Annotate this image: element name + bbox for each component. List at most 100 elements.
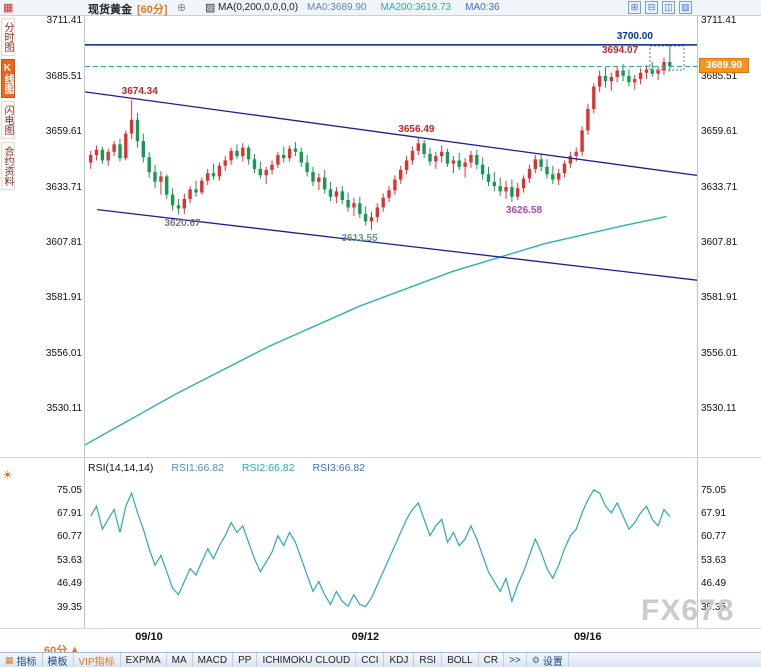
candle-body: [211, 173, 216, 177]
price-annotation: 3620.67: [164, 217, 201, 229]
trendline: [85, 91, 697, 177]
toolbar-item-设置[interactable]: ⚙ 设置: [527, 653, 569, 668]
toolbar-item-ICHIMOKU CLOUD[interactable]: ICHIMOKU CLOUD: [257, 653, 357, 667]
ma200-line: [85, 215, 667, 446]
candle-body: [410, 150, 415, 161]
rsi-legend-entry: RSI3:66.82: [312, 462, 366, 474]
rsi-legend-entry: RSI2:66.82: [241, 462, 295, 474]
ma-value: MA0:3689.90: [307, 2, 367, 13]
candle-body: [486, 174, 491, 182]
toolbar-item-EXPMA[interactable]: EXPMA: [121, 653, 167, 667]
candle-body: [545, 166, 549, 175]
candle-body: [229, 150, 233, 161]
price-axis-label: 3581.91: [45, 292, 82, 304]
candle-body: [258, 168, 262, 176]
candle-body: [323, 177, 327, 190]
window-layout-icon[interactable]: ◫: [662, 1, 675, 14]
candle-body: [592, 86, 596, 110]
period-tag[interactable]: [60分]: [137, 4, 168, 16]
toolbar-item-label: ICHIMOKU CLOUD: [262, 654, 351, 666]
candle-body: [282, 155, 286, 159]
ma-values: MA0:3689.90 MA200:3619.73 MA0:36: [307, 2, 500, 13]
toolbar-item-KDJ[interactable]: KDJ: [384, 653, 415, 667]
toolbar-item->>[interactable]: >>: [504, 653, 527, 667]
candle-body: [533, 159, 537, 169]
candle-body: [293, 148, 298, 152]
time-axis-label: 09/10: [135, 631, 163, 643]
toolbar-item-label: RSI: [419, 654, 437, 666]
candle-body: [241, 147, 245, 157]
candle-body: [206, 173, 210, 181]
candle-body: [217, 165, 222, 177]
price-axis-label: 3530.11: [46, 403, 82, 415]
toolbar-item-label: BOLL: [447, 654, 473, 666]
rsi-legend-entries: RSI1:66.82 RSI2:66.82 RSI3:66.82: [171, 462, 365, 474]
price-axis-label: 3711.41: [701, 15, 737, 27]
toolbar-item-label: >>: [509, 654, 521, 666]
candle-body: [346, 200, 350, 208]
candle-body: [153, 172, 157, 182]
candle-body: [621, 70, 625, 76]
price-axis-label: 3711.41: [46, 15, 82, 27]
price-axis-label: 3607.81: [701, 237, 738, 249]
candle-body: [106, 151, 110, 161]
toolbar-item-MACD[interactable]: MACD: [193, 653, 234, 667]
candle-body: [165, 176, 169, 195]
sidebar-tab-合约资料[interactable]: 合约资料: [1, 142, 15, 190]
candle-body: [129, 119, 134, 134]
candle-body: [381, 197, 385, 208]
candle-body: [182, 198, 186, 209]
window-layout-icon[interactable]: ▥: [679, 1, 692, 14]
toolbar-item-指标[interactable]: ▦ 指标: [0, 653, 43, 668]
toolbar-item-CCI[interactable]: CCI: [356, 653, 385, 667]
candle-body: [504, 187, 508, 192]
candle-body: [568, 156, 573, 164]
toolbar-item-label: 指标: [16, 656, 37, 668]
period-arrow-icon: ▲: [69, 644, 81, 656]
candle-body: [422, 143, 426, 154]
price-annotation: 3694.07: [602, 44, 639, 56]
toolbar-item-RSI[interactable]: RSI: [414, 653, 443, 667]
toolbar-item-label: 模板: [47, 656, 68, 668]
candle-body: [352, 203, 356, 208]
rsi-title: RSI(14,14,14): [88, 462, 154, 474]
candle-body: [276, 155, 280, 165]
toolbar-item-模板[interactable]: 模板: [43, 653, 74, 668]
rsi-settings-icon[interactable]: ☀: [2, 468, 13, 482]
toolbar-item-BOLL[interactable]: BOLL: [442, 653, 479, 667]
toolbar-item-PP[interactable]: PP: [233, 653, 258, 667]
window-layout-icon[interactable]: ⊞: [628, 1, 641, 14]
price-axis-label: 3685.51: [45, 70, 82, 82]
toolbar-item-MA[interactable]: MA: [167, 653, 193, 667]
rsi-axis-label: 39.35: [56, 601, 82, 613]
candle-body: [434, 156, 438, 162]
sidebar-tab-K线图[interactable]: K线图: [1, 59, 15, 98]
price-annotation: 3656.49: [398, 123, 435, 135]
sidebar-tab-闪电图[interactable]: 闪电图: [1, 101, 15, 139]
candle-body: [159, 176, 163, 182]
candle-body: [475, 155, 479, 165]
candle-body: [480, 164, 485, 175]
candle-body: [603, 75, 608, 82]
window-layout-icon[interactable]: ⊟: [645, 1, 658, 14]
candle-body: [521, 178, 526, 189]
time-axis-label: 09/16: [573, 631, 602, 643]
time-axis-label: 09/12: [351, 631, 380, 643]
candle-body: [656, 70, 660, 74]
candle-body: [404, 160, 409, 170]
pane-border-left: [84, 16, 85, 628]
expand-icon[interactable]: ⊕: [177, 2, 187, 14]
price-axis-label: 3556.01: [701, 347, 738, 359]
toolbar-item-label: EXPMA: [125, 654, 161, 666]
current-price-tag: 3689.90: [699, 58, 749, 74]
candle-body: [317, 177, 321, 182]
sidebar-tab-分时图[interactable]: 分时图: [1, 18, 15, 56]
toolbar-item-CR[interactable]: CR: [479, 653, 505, 667]
rsi-chart[interactable]: [85, 480, 697, 628]
ma-settings-icon[interactable]: ▨: [205, 2, 216, 14]
price-chart[interactable]: [85, 16, 697, 456]
candle-body: [399, 170, 403, 180]
toolbar-item-VIP指标[interactable]: VIP指标: [74, 653, 121, 668]
candle-body: [375, 207, 379, 217]
